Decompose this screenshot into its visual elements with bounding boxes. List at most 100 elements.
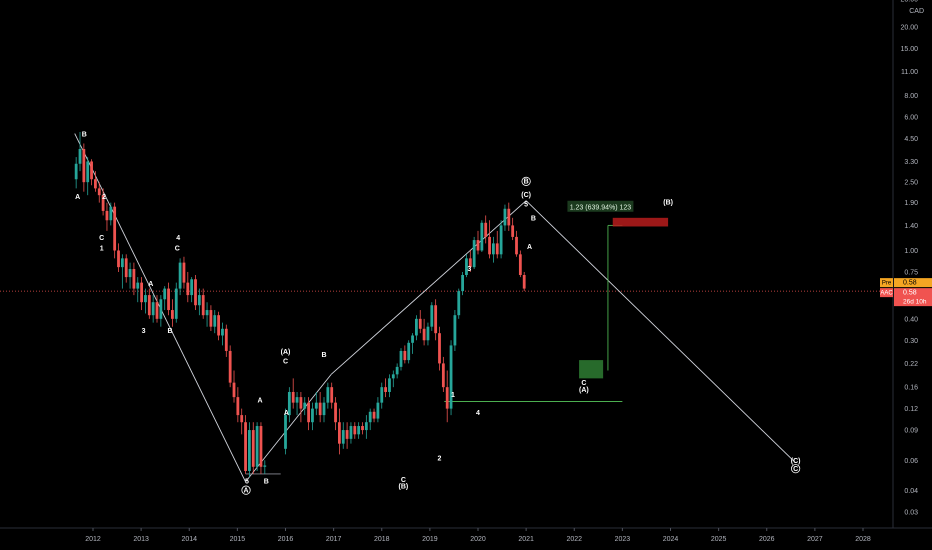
- candle-body: [438, 333, 441, 364]
- candle-body: [518, 254, 522, 275]
- candle-body: [259, 426, 263, 467]
- symbol-tag-label-bg: [880, 288, 893, 298]
- time-tick-label: 2024: [663, 536, 679, 543]
- wave-label: 2: [438, 455, 442, 462]
- time-tick-label: 2017: [326, 536, 342, 543]
- price-tick-label: 2.50: [904, 180, 918, 187]
- pre-tag-label: Pre: [882, 281, 892, 287]
- wave-label: 4: [176, 235, 180, 242]
- time-tick-label: 2019: [422, 536, 438, 543]
- candle-body: [330, 387, 334, 403]
- candle-body: [515, 236, 518, 255]
- candle-body: [155, 302, 159, 319]
- wave-label: A: [244, 487, 249, 494]
- candle-body: [128, 269, 132, 278]
- trend-line: [330, 200, 527, 375]
- candle-body: [314, 402, 318, 409]
- candle-body: [468, 258, 472, 268]
- price-tick-label: 0.09: [904, 428, 918, 435]
- pre-tag-label-bg: [880, 278, 893, 288]
- candle-body: [194, 279, 197, 306]
- time-tick-label: 2026: [759, 536, 775, 543]
- candle-body: [307, 402, 310, 423]
- candle-body: [144, 295, 147, 303]
- wave-label-circle: [791, 464, 801, 474]
- candles-layer: [74, 131, 526, 477]
- candle-body: [418, 318, 422, 329]
- candle-body: [472, 240, 476, 268]
- candle-body: [484, 222, 488, 237]
- time-tick-label: 2015: [230, 536, 246, 543]
- candle-body: [82, 149, 86, 183]
- candle-body: [263, 465, 267, 467]
- wave-label: C: [581, 380, 586, 387]
- candle-body: [361, 426, 364, 431]
- price-tick-label: 28.00: [900, 0, 918, 4]
- price-tick-label: 0.40: [904, 316, 918, 323]
- candle-body: [345, 430, 349, 439]
- candle-body: [511, 225, 515, 237]
- candle-body: [287, 391, 291, 416]
- wave-label: 2: [102, 194, 106, 201]
- symbol-tag-label: AAC: [880, 291, 893, 297]
- candle-body: [349, 426, 353, 439]
- wave-label: 5: [524, 202, 528, 209]
- candle-body: [364, 422, 368, 431]
- candle-body: [74, 163, 78, 180]
- candle-body: [232, 382, 236, 398]
- wave-label: A: [148, 281, 153, 288]
- candle-body: [186, 282, 190, 296]
- wave-label: A: [284, 410, 289, 417]
- candle-body: [338, 422, 341, 444]
- time-tick-label: 2012: [85, 536, 101, 543]
- candle-body: [90, 161, 93, 180]
- price-tick-label: 0.04: [904, 488, 918, 495]
- candle-body: [182, 262, 186, 283]
- wave-label: A: [527, 244, 532, 251]
- wave-label: B: [167, 328, 172, 335]
- price-tick-label: 15.00: [900, 46, 918, 53]
- candle-body: [415, 318, 418, 336]
- candle-body: [334, 402, 337, 423]
- wave-label: C: [175, 245, 180, 252]
- candle-body: [86, 161, 90, 183]
- candle-body: [303, 402, 307, 409]
- candle-body: [507, 208, 511, 226]
- pre-tag-value-bg: [894, 278, 932, 288]
- candle-body: [391, 374, 395, 379]
- time-tick-label: 2021: [518, 536, 534, 543]
- wave-label: C: [401, 477, 406, 484]
- target-boxes-layer: 1.23 (639.94%) 123: [567, 200, 669, 379]
- candle-body: [488, 236, 491, 255]
- candle-body: [353, 426, 357, 435]
- candle-body: [171, 310, 174, 319]
- candle-body: [441, 363, 445, 388]
- candle-body: [318, 402, 322, 416]
- candle-body: [341, 430, 345, 444]
- candle-body: [251, 430, 255, 467]
- price-tick-label: 0.75: [904, 269, 918, 276]
- price-tags: Pre 0.58 AAC 0.58 26d 10h: [880, 278, 932, 307]
- wave-label: 5: [245, 478, 249, 485]
- wave-label: B: [524, 179, 529, 186]
- candle-body: [326, 387, 330, 403]
- candle-body: [395, 366, 399, 375]
- candle-body: [495, 243, 499, 255]
- symbol-tag-value-bg: [894, 288, 932, 307]
- candle-body: [453, 315, 457, 346]
- candle-body: [213, 315, 217, 327]
- currency-label: CAD: [909, 8, 924, 15]
- candle-body: [120, 258, 124, 268]
- time-axis[interactable]: 2012 2013 2014 2015 2016 2017 2018 2019 2020 2021…: [0, 527, 932, 543]
- candle-body: [97, 188, 101, 196]
- price-tick-label: 1.40: [904, 223, 918, 230]
- wave-label: (C): [521, 192, 531, 199]
- candle-body: [151, 302, 155, 316]
- price-tick-label: 1.90: [904, 200, 918, 207]
- candle-body: [236, 397, 240, 416]
- candle-body: [136, 282, 140, 289]
- wave-label: C: [793, 466, 798, 473]
- candle-body: [140, 282, 144, 303]
